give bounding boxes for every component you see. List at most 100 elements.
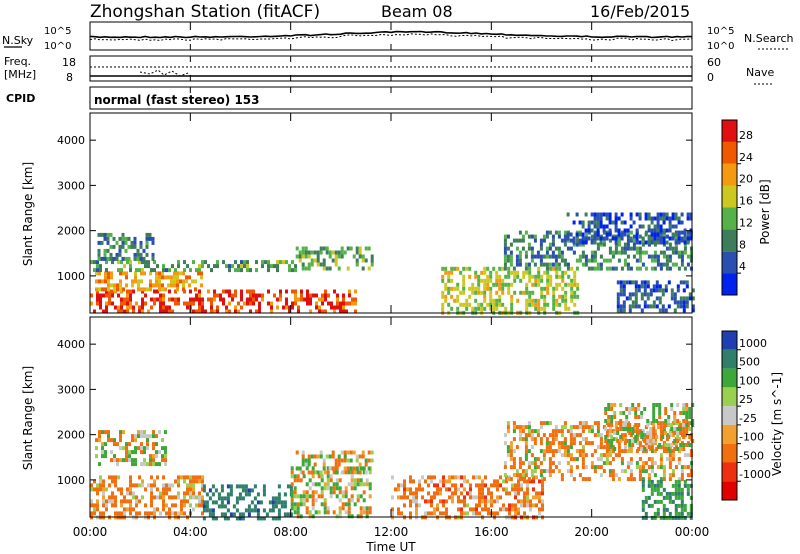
power-echo-cell	[240, 297, 243, 302]
velocity-echo-cell	[161, 446, 164, 451]
velocity-echo-cell	[677, 479, 681, 484]
velocity-echo-cell	[509, 449, 513, 454]
power-echo-cell	[285, 260, 288, 265]
velocity-echo-cell	[539, 441, 543, 446]
power-echo-cell	[294, 268, 297, 273]
velocity-echo-cell	[523, 511, 526, 516]
velocity-echo-cell	[293, 478, 297, 483]
velocity-echo-cell	[111, 503, 114, 508]
power-echo-cell	[540, 274, 544, 279]
velocity-echo-cell	[481, 491, 484, 496]
power-echo-cell	[255, 297, 258, 302]
power-echo-cell	[646, 284, 650, 289]
power-echo-cell	[90, 260, 93, 265]
power-echo-cell	[674, 246, 678, 251]
power-echo-cell	[512, 238, 516, 243]
velocity-echo-cell	[347, 506, 351, 511]
power-echo-cell	[510, 302, 514, 307]
power-echo-cell	[306, 293, 309, 298]
power-echo-cell	[605, 266, 609, 271]
power-echo-cell	[605, 236, 609, 241]
power-echo-cell	[141, 305, 144, 310]
power-echo-cell	[159, 297, 162, 302]
power-echo-cell	[459, 270, 463, 275]
velocity-echo-cell	[421, 475, 424, 480]
power-echo-cell	[222, 301, 225, 306]
velocity-echo-cell	[311, 482, 315, 487]
power-echo-cell	[631, 292, 635, 297]
power-echo-cell	[626, 238, 630, 243]
power-echo-cell	[570, 286, 574, 291]
velocity-echo-cell	[653, 441, 657, 446]
velocity-echo-cell	[629, 473, 633, 478]
velocity-echo-cell	[156, 495, 159, 500]
velocity-echo-cell	[322, 466, 326, 471]
power-echo-cell	[339, 305, 342, 310]
velocity-echo-cell	[158, 430, 161, 435]
velocity-echo-cell	[370, 458, 374, 463]
velocity-echo-cell	[262, 492, 266, 497]
power-echo-cell	[151, 256, 155, 261]
velocity-echo-cell	[650, 483, 654, 488]
power-echo-cell	[234, 289, 237, 294]
velocity-echo-cell	[490, 483, 493, 488]
power-echo-cell	[566, 266, 570, 271]
power-echo-cell	[104, 287, 107, 292]
x-tick-label: 00:00	[675, 525, 710, 539]
power-echo-cell	[441, 294, 445, 299]
power-echo-cell	[95, 279, 98, 284]
power-echo-cell	[121, 232, 125, 237]
power-echo-cell	[195, 268, 198, 273]
power-echo-cell	[111, 301, 114, 306]
velocity-echo-cell	[502, 479, 505, 484]
velocity-echo-cell	[548, 445, 552, 450]
velocity-echo-cell	[205, 500, 209, 505]
power-echo-cell	[628, 292, 632, 297]
velocity-echo-cell	[680, 487, 684, 492]
velocity-echo-cell	[211, 484, 215, 489]
power-echo-cell	[555, 302, 559, 307]
power-echo-cell	[665, 240, 669, 245]
velocity-echo-cell	[391, 495, 394, 500]
power-echo-cell	[147, 309, 150, 314]
velocity-echo-cell	[277, 516, 281, 521]
velocity-echo-cell	[150, 503, 153, 508]
velocity-echo-cell	[641, 483, 645, 488]
power-echo-cell	[509, 242, 513, 247]
power-echo-cell	[641, 224, 645, 229]
velocity-echo-cell	[293, 474, 297, 479]
power-echo-cell	[207, 264, 210, 269]
velocity-echo-cell	[671, 457, 675, 462]
velocity-echo-cell	[347, 498, 351, 503]
power-echo-cell	[685, 280, 689, 285]
power-echo-cell	[125, 283, 128, 288]
power-echo-cell	[331, 250, 335, 255]
velocity-echo-cell	[665, 457, 669, 462]
velocity-echo-cell	[152, 446, 155, 451]
power-echo-cell	[198, 293, 201, 298]
power-echo-cell	[348, 301, 351, 306]
velocity-echo-cell	[545, 437, 549, 442]
power-echo-cell	[506, 234, 510, 239]
velocity-echo-cell	[424, 499, 427, 504]
velocity-echo-cell	[138, 475, 141, 480]
power-echo-cell	[558, 274, 562, 279]
power-echo-cell	[581, 240, 585, 245]
velocity-echo-cell	[475, 475, 478, 480]
velocity-echo-cell	[162, 495, 165, 500]
power-echo-cell	[114, 289, 117, 294]
power-echo-cell	[158, 271, 161, 276]
velocity-echo-cell	[116, 458, 119, 463]
velocity-echo-cell	[518, 429, 522, 434]
power-echo-cell	[631, 280, 635, 285]
power-echo-cell	[123, 301, 126, 306]
power-echo-cell	[593, 240, 597, 245]
velocity-echo-cell	[186, 487, 189, 492]
power-echo-cell	[662, 254, 666, 259]
velocity-echo-cell	[356, 514, 360, 519]
power-echo-cell	[291, 305, 294, 310]
velocity-echo-cell	[551, 441, 555, 446]
power-echo-cell	[682, 288, 686, 293]
power-echo-cell	[334, 258, 338, 263]
power-echo-cell	[243, 260, 246, 265]
